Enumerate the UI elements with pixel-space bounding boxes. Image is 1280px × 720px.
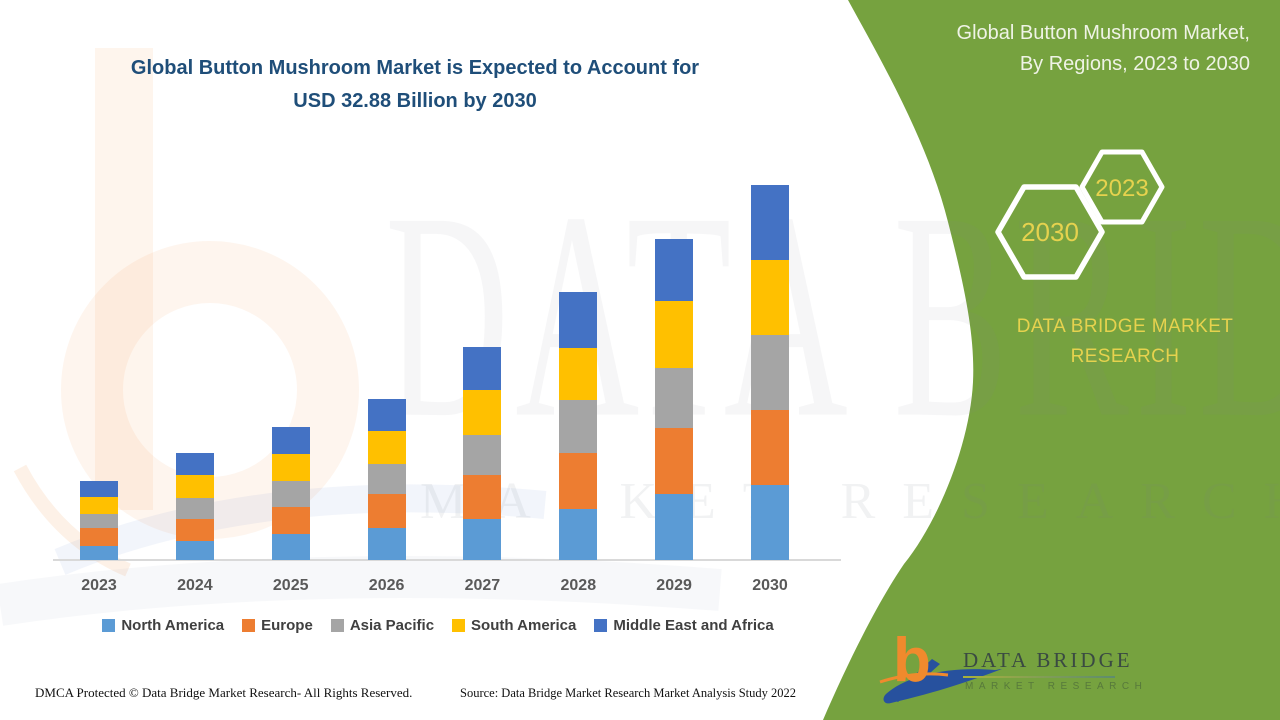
bar-segment	[367, 528, 406, 560]
chart-title: Global Button Mushroom Market is Expecte…	[0, 52, 830, 118]
bar-segment	[751, 485, 789, 560]
bar-segment	[271, 534, 310, 560]
legend-label: North America	[121, 617, 225, 634]
bar-segment	[751, 185, 789, 260]
bar-segment	[463, 474, 502, 519]
x-axis-label: 2023	[81, 577, 117, 594]
bar-segment	[559, 453, 598, 509]
bar-segment	[463, 346, 502, 390]
legend-label: Europe	[261, 617, 313, 634]
bar-segment	[80, 496, 118, 514]
bar-segment	[80, 528, 118, 546]
legend-swatch	[242, 619, 256, 632]
bar-segment	[559, 400, 598, 453]
bar-segment	[175, 541, 214, 560]
band-brand-line2: RESEARCH	[1070, 346, 1180, 367]
bar-segment	[271, 453, 310, 481]
bar-segment	[751, 259, 789, 335]
bar-segment	[655, 238, 694, 301]
x-axis-label: 2029	[656, 577, 692, 594]
bar-segment	[271, 426, 310, 454]
bar-segment	[655, 367, 694, 428]
bar-segment	[80, 546, 118, 560]
footer-dmca-text: DMCA Protected © Data Bridge Market Rese…	[35, 685, 413, 700]
bar-segment	[175, 498, 214, 519]
legend-label: South America	[471, 617, 577, 634]
logo-subtitle-text: MARKET RESEARCH	[965, 681, 1148, 692]
band-brand-text: DATA BRIDGE MARKET RESEARCH	[1000, 312, 1250, 372]
green-band-shape	[823, 0, 1280, 720]
logo-underline	[963, 676, 1115, 678]
bar-segment	[751, 334, 789, 410]
legend-item: North America	[102, 617, 224, 634]
x-axis-label: 2025	[272, 577, 309, 594]
bar-segment	[463, 434, 502, 475]
bar-segment	[271, 507, 310, 534]
x-axis-label: 2030	[752, 577, 788, 594]
bar-segment	[175, 474, 214, 498]
bar-segment	[559, 509, 598, 560]
legend-swatch	[330, 619, 344, 632]
legend-item: Europe	[242, 617, 313, 634]
logo-name-text: DATA BRIDGE	[963, 648, 1133, 672]
legend-item: Middle East and Africa	[594, 617, 774, 634]
bar-segment	[271, 481, 310, 507]
bar-segment	[751, 409, 789, 485]
legend-item: Asia Pacific	[330, 617, 435, 634]
x-axis-line	[53, 559, 841, 561]
footer-source-text: Source: Data Bridge Market Research Mark…	[460, 686, 797, 700]
legend-label: Middle East and Africa	[613, 617, 774, 634]
bar-segment	[175, 452, 214, 475]
x-axis-label: 2026	[368, 577, 405, 594]
chart-title-line2: USD 32.88 Billion by 2030	[293, 90, 537, 112]
bar-segment	[655, 427, 694, 494]
bar-segment	[367, 399, 406, 431]
bar-segment	[655, 494, 694, 560]
band-title: Global Button Mushroom Market, By Region…	[956, 22, 1250, 75]
legend-swatch	[102, 619, 116, 632]
logo-letter-b: b	[893, 626, 931, 695]
legend-label: Asia Pacific	[349, 617, 435, 634]
bar-segment	[367, 431, 406, 464]
bar-segment	[367, 494, 406, 528]
legend: North America Europe Asia Pacific South Ame…	[0, 617, 876, 634]
x-axis-label: 2028	[560, 577, 597, 594]
bar-segment	[559, 292, 598, 348]
chart-title-line1: Global Button Mushroom Market is Expecte…	[130, 57, 700, 79]
bar-segment	[175, 518, 214, 541]
bar-segment	[559, 348, 598, 400]
bar-segment	[463, 518, 502, 560]
bar-segment	[80, 513, 118, 528]
x-axis-label: 2027	[464, 577, 501, 594]
legend-swatch	[594, 619, 608, 632]
bar-segment	[463, 389, 502, 435]
legend-item: South America	[452, 617, 576, 634]
legend-swatch	[452, 619, 466, 632]
band-brand-line1: DATA BRIDGE MARKET	[1016, 316, 1234, 337]
x-axis-label: 2024	[177, 577, 213, 594]
bar-segment	[367, 464, 406, 494]
bar-segment	[655, 301, 694, 368]
bar-segment	[80, 481, 118, 497]
